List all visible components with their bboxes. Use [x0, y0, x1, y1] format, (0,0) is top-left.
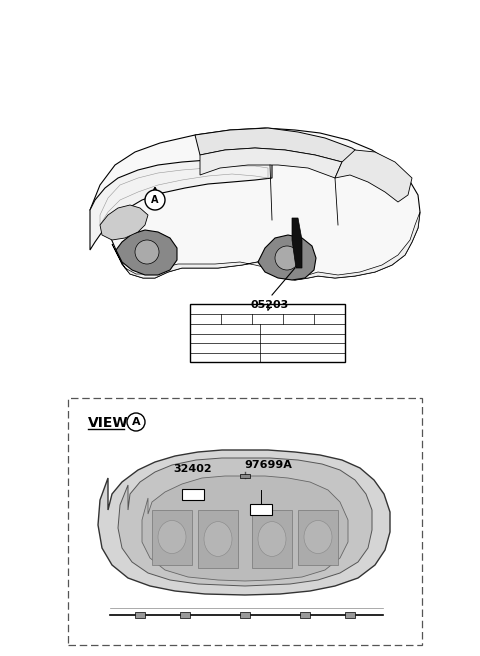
Circle shape — [135, 240, 159, 264]
Polygon shape — [100, 205, 148, 240]
Polygon shape — [90, 128, 420, 280]
Bar — [68, 398, 422, 645]
Bar — [345, 612, 355, 618]
Polygon shape — [298, 510, 338, 565]
Polygon shape — [292, 218, 302, 268]
Bar — [190, 304, 345, 362]
Bar — [240, 474, 250, 478]
Ellipse shape — [204, 522, 232, 556]
Polygon shape — [116, 230, 177, 275]
Ellipse shape — [158, 520, 186, 554]
Bar — [300, 612, 310, 618]
Ellipse shape — [258, 522, 286, 556]
Circle shape — [145, 190, 165, 210]
Bar — [135, 612, 145, 618]
Polygon shape — [118, 458, 372, 586]
Polygon shape — [112, 212, 420, 280]
Text: 32402: 32402 — [174, 464, 212, 474]
Text: VIEW: VIEW — [88, 416, 129, 430]
Text: 97699A: 97699A — [244, 460, 292, 470]
Polygon shape — [98, 450, 390, 595]
Bar — [180, 612, 190, 618]
Polygon shape — [142, 476, 348, 581]
Text: A: A — [132, 417, 140, 427]
Polygon shape — [252, 510, 292, 568]
Ellipse shape — [304, 520, 332, 554]
Bar — [250, 504, 272, 515]
Polygon shape — [335, 150, 412, 202]
Polygon shape — [90, 158, 272, 250]
Polygon shape — [195, 128, 375, 172]
Circle shape — [275, 246, 299, 270]
Polygon shape — [152, 510, 192, 565]
Text: 05203: 05203 — [251, 300, 289, 310]
Text: A: A — [151, 195, 159, 205]
Bar — [182, 489, 204, 500]
Polygon shape — [198, 510, 238, 568]
Circle shape — [127, 413, 145, 431]
Polygon shape — [200, 148, 342, 178]
Bar — [240, 612, 250, 618]
Polygon shape — [258, 235, 316, 280]
